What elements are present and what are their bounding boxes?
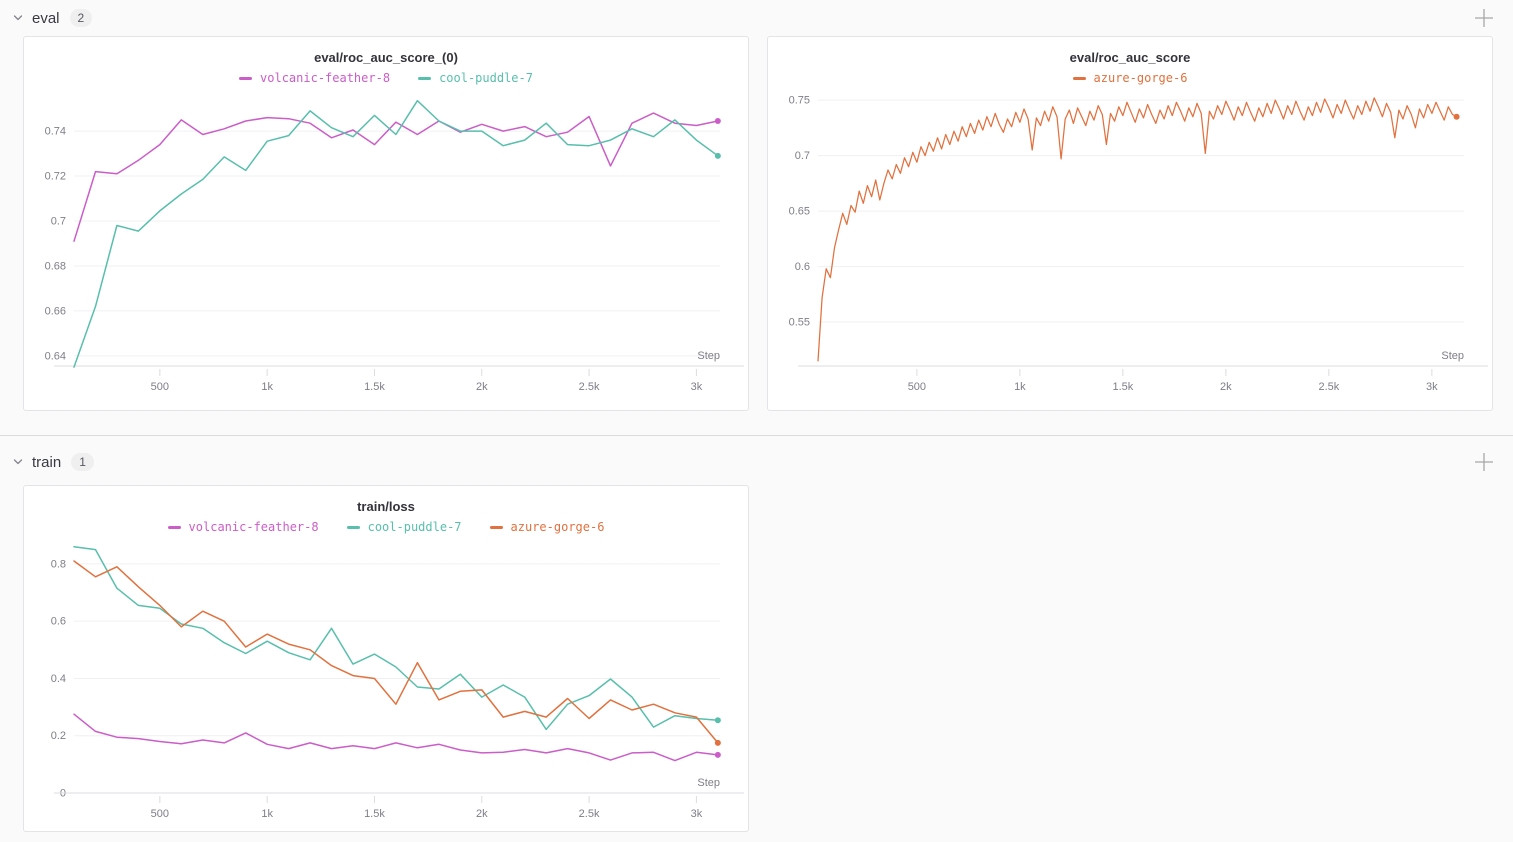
svg-text:1k: 1k [1014, 381, 1026, 393]
svg-text:0.55: 0.55 [789, 317, 810, 329]
legend-swatch-icon [1072, 76, 1086, 80]
svg-text:3k: 3k [691, 381, 703, 393]
legend-item: cool-puddle-7 [418, 72, 533, 84]
svg-text:0.6: 0.6 [51, 616, 66, 628]
section-count-badge: 1 [71, 453, 94, 471]
svg-text:0.6: 0.6 [795, 261, 810, 273]
eval-panels-row: eval/roc_auc_score_(0) volcanic-feather-… [0, 36, 1513, 411]
svg-text:2k: 2k [476, 381, 488, 393]
train-panels-row: train/loss volcanic-feather-8 cool-puddle… [0, 479, 1513, 832]
section-title-train: train [32, 453, 62, 471]
svg-text:1.5k: 1.5k [1112, 381, 1133, 393]
legend-item: azure-gorge-6 [489, 520, 605, 534]
svg-text:0.72: 0.72 [45, 171, 66, 183]
section-count-badge: 2 [69, 9, 93, 27]
line-chart[interactable]: 0.55 0.6 0.65 0.7 0.75 500 1k 1.5k 2k 2.5k 3k Step [772, 88, 1488, 406]
svg-text:Step: Step [1441, 350, 1464, 362]
legend-swatch-icon [489, 525, 503, 529]
svg-text:500: 500 [151, 381, 169, 393]
svg-text:500: 500 [908, 381, 926, 393]
svg-text:2.5k: 2.5k [579, 381, 600, 393]
svg-text:2k: 2k [476, 808, 488, 820]
legend-item: volcanic-feather-8 [239, 72, 390, 84]
plus-icon[interactable] [1471, 5, 1497, 31]
svg-text:0.75: 0.75 [789, 95, 810, 107]
svg-text:0.8: 0.8 [51, 558, 66, 570]
svg-text:500: 500 [151, 808, 169, 820]
legend-item: volcanic-feather-8 [167, 520, 319, 534]
svg-text:Step: Step [697, 350, 720, 362]
svg-text:1.5k: 1.5k [364, 381, 385, 393]
legend-run-name: cool-puddle-7 [367, 520, 462, 534]
legend-swatch-icon [346, 525, 360, 529]
svg-text:3k: 3k [691, 808, 703, 820]
svg-text:0.66: 0.66 [45, 305, 66, 317]
legend-run-name: azure-gorge-6 [510, 520, 605, 534]
legend-run-name: volcanic-feather-8 [188, 520, 319, 534]
chart-title: train/loss [357, 499, 415, 514]
chevron-down-icon[interactable] [10, 10, 26, 26]
legend-item: azure-gorge-6 [1072, 71, 1188, 85]
svg-text:0.2: 0.2 [51, 730, 66, 742]
legend-run-name: cool-puddle-7 [439, 71, 533, 85]
legend-item: cool-puddle-7 [346, 520, 462, 534]
svg-text:2k: 2k [1220, 381, 1232, 393]
svg-text:0.4: 0.4 [51, 673, 66, 685]
svg-text:0.74: 0.74 [45, 126, 66, 138]
chart-legend: azure-gorge-6 [768, 70, 1492, 86]
section-header-train: train 1 [0, 445, 1513, 479]
chevron-down-icon[interactable] [10, 454, 26, 470]
legend-run-name: azure-gorge-6 [1093, 71, 1188, 85]
chart-panel-roc-auc-score-0[interactable]: eval/roc_auc_score_(0) volcanic-feather-… [23, 36, 749, 411]
legend-swatch-icon [418, 76, 432, 80]
chart-legend: volcanic-feather-8 cool-puddle-7 [24, 70, 748, 86]
line-chart[interactable]: 0.64 0.66 0.68 0.7 0.72 0.74 500 1k 1.5k 2k 2.5k 3k… [28, 88, 744, 406]
chart-legend: volcanic-feather-8 cool-puddle-7 azure-gor… [24, 519, 748, 535]
section-divider [0, 435, 1513, 436]
chart-title: eval/roc_auc_score [1069, 50, 1191, 65]
section-title-eval: eval [32, 9, 60, 27]
svg-text:0.7: 0.7 [51, 216, 66, 228]
section-header-eval: eval 2 [0, 0, 1513, 36]
svg-text:0.64: 0.64 [45, 350, 66, 362]
svg-text:1.5k: 1.5k [364, 808, 385, 820]
svg-text:Step: Step [697, 777, 720, 789]
svg-text:1k: 1k [261, 381, 273, 393]
chart-title: eval/roc_auc_score_(0) [314, 50, 458, 65]
svg-text:2.5k: 2.5k [579, 808, 600, 820]
svg-text:3k: 3k [1426, 381, 1438, 393]
chart-panel-train-loss[interactable]: train/loss volcanic-feather-8 cool-puddle… [23, 485, 749, 832]
legend-swatch-icon [167, 525, 181, 529]
svg-text:2.5k: 2.5k [1318, 381, 1339, 393]
legend-run-name: volcanic-feather-8 [260, 71, 391, 85]
chart-panel-roc-auc-score[interactable]: eval/roc_auc_score azure-gorge-6 0.55 0.6… [767, 36, 1493, 411]
legend-swatch-icon [239, 76, 253, 80]
svg-text:0.7: 0.7 [795, 150, 810, 162]
plus-icon[interactable] [1471, 449, 1497, 475]
svg-text:0.65: 0.65 [789, 206, 810, 218]
svg-text:1k: 1k [261, 808, 273, 820]
svg-text:0.68: 0.68 [45, 260, 66, 272]
